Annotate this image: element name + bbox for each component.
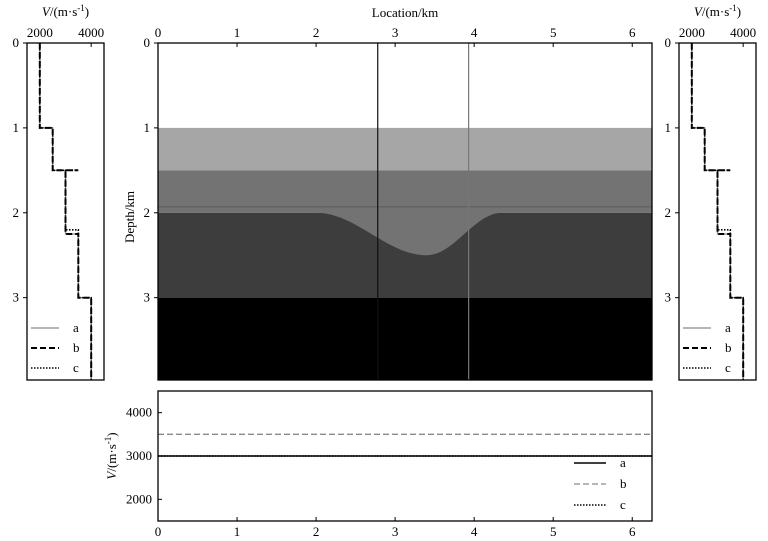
bottom-legend-label-b: b — [620, 476, 627, 491]
left-top-axis-label-unit: /(m·s — [50, 4, 77, 19]
left-top-axis-label-superscript: -1 — [77, 3, 85, 13]
left-series-c-line — [38, 43, 92, 380]
left-y-tick-label: 1 — [13, 120, 20, 135]
main-x-axis-label: Location/km — [372, 5, 438, 20]
bottom-y-axis-label-superscript: -1 — [103, 437, 113, 445]
main-x-tick-label: 0 — [155, 25, 162, 40]
bottom-x-tick-label: 1 — [234, 524, 241, 539]
right-series-b-line — [690, 43, 745, 380]
bottom-x-tick-label: 5 — [550, 524, 557, 539]
right-x-tick-label: 4000 — [730, 25, 756, 40]
bottom-y-axis-label-italic: V — [104, 470, 119, 480]
right-y-tick-label: 3 — [665, 290, 672, 305]
bottom-y-tick-label: 3000 — [126, 448, 152, 463]
left-legend-label-b: b — [73, 340, 80, 355]
main-y-tick-label: 1 — [144, 120, 151, 135]
right-y-tick-label: 0 — [665, 35, 672, 50]
bottom-y-tick-label: 2000 — [126, 491, 152, 506]
bottom-y-axis-label: V/(m·s-1) — [103, 432, 119, 479]
left-top-axis-label-close: ) — [85, 4, 89, 19]
main-y-axis-label: Depth/km — [122, 191, 137, 243]
left-frame — [26, 42, 105, 381]
main-frame — [157, 42, 653, 381]
right-frame — [678, 42, 757, 381]
right-series-c-line — [690, 43, 745, 380]
main-y-tick-label: 0 — [144, 35, 151, 50]
left-y-tick-label: 2 — [13, 205, 20, 220]
velocity-layer-2000 — [158, 43, 652, 128]
left-velocity-profile-panel: V/(m·s-1) 2000 4000 0 1 2 3 abc — [13, 3, 105, 381]
left-series-b-line — [38, 43, 93, 380]
bottom-legend-label-c: c — [620, 497, 626, 512]
right-top-axis-label-unit: /(m·s — [702, 4, 729, 19]
right-x-tick-label: 2000 — [679, 25, 705, 40]
left-x-tick-label: 4000 — [78, 25, 104, 40]
left-top-axis-label: V/(m·s-1) — [42, 3, 89, 19]
low-velocity-anomaly — [316, 211, 502, 256]
right-y-tick-label: 1 — [665, 120, 672, 135]
velocity-layer-2500 — [158, 127, 652, 171]
bottom-x-tick-label: 0 — [155, 524, 162, 539]
main-x-tick-label: 2 — [313, 25, 320, 40]
right-top-axis-label-italic: V — [694, 4, 704, 19]
main-x-tick-label: 4 — [471, 25, 478, 40]
bottom-y-tick-label: 4000 — [126, 405, 152, 420]
right-legend-label-a: a — [725, 320, 731, 335]
main-x-tick-label: 5 — [550, 25, 557, 40]
bottom-y-axis-label-unit: /(m·s — [104, 444, 119, 471]
right-top-axis-label: V/(m·s-1) — [694, 3, 741, 19]
right-legend-label-b: b — [725, 340, 732, 355]
left-legend-label-c: c — [73, 360, 79, 375]
bottom-x-tick-label: 2 — [313, 524, 320, 539]
left-top-axis-label-italic: V — [42, 4, 52, 19]
bottom-y-axis-label-close: ) — [104, 432, 119, 436]
bottom-x-tick-label: 4 — [471, 524, 478, 539]
velocity-layer-3000 — [158, 170, 652, 213]
right-velocity-profile-panel: V/(m·s-1) 2000 4000 0 1 2 3 abc — [665, 3, 757, 381]
main-velocity-model-panel: 0 1 2 3 4 5 6 0 1 2 3 Location/km Depth/km — [122, 5, 653, 381]
main-y-tick-label: 2 — [144, 205, 151, 220]
main-x-tick-label: 1 — [234, 25, 241, 40]
right-legend-label-c: c — [725, 360, 731, 375]
left-y-tick-label: 0 — [13, 35, 20, 50]
left-y-tick-label: 3 — [13, 290, 20, 305]
bottom-legend-label-a: a — [620, 455, 626, 470]
left-x-tick-label: 2000 — [27, 25, 53, 40]
right-top-axis-label-superscript: -1 — [729, 3, 737, 13]
bottom-velocity-panel: 0 1 2 3 4 5 6 2000 3000 4000 V/(m·s-1) abc — [103, 390, 653, 539]
velocity-layer-4000 — [158, 297, 652, 380]
main-x-tick-label: 3 — [392, 25, 399, 40]
main-x-tick-label: 6 — [629, 25, 636, 40]
right-top-axis-label-close: ) — [737, 4, 741, 19]
bottom-x-tick-label: 3 — [392, 524, 399, 539]
main-y-tick-label: 3 — [144, 290, 151, 305]
left-legend-label-a: a — [73, 320, 79, 335]
bottom-x-tick-label: 6 — [629, 524, 636, 539]
right-y-tick-label: 2 — [665, 205, 672, 220]
